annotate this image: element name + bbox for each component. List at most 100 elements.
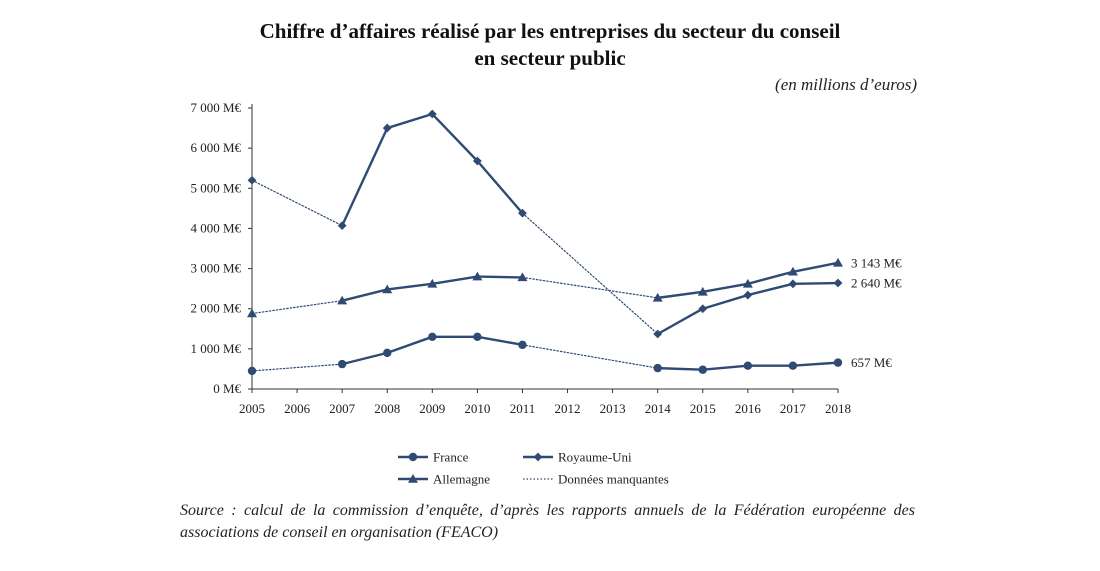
x-tick-label: 2009 [419, 401, 445, 416]
marker-triangle [427, 278, 438, 288]
y-tick-label: 6 000 M€ [190, 140, 241, 155]
missing-data-segment [521, 344, 659, 369]
y-tick-label: 0 M€ [213, 381, 241, 396]
marker-circle [653, 363, 662, 373]
x-tick-label: 2005 [239, 401, 265, 416]
marker-circle [247, 366, 257, 376]
marker-diamond [518, 208, 527, 218]
missing-data-segment [521, 212, 659, 335]
marker-diamond [472, 156, 482, 166]
series-allemagne: 3 143 M€ [247, 255, 902, 318]
series-line-segment [431, 112, 479, 163]
series-line-segment [386, 335, 434, 355]
marker-triangle [408, 474, 418, 483]
marker-triangle [697, 286, 708, 296]
end-value-label: 2 640 M€ [851, 276, 902, 291]
marker-triangle [833, 257, 843, 267]
marker-triangle [382, 284, 393, 294]
y-tick-label: 1 000 M€ [190, 341, 241, 356]
series-line-segment [386, 112, 434, 130]
marker-circle [788, 361, 798, 370]
marker-diamond [743, 290, 753, 300]
legend-item: France [398, 450, 469, 465]
missing-data-segment [251, 179, 343, 227]
series-line-segment [656, 366, 704, 371]
x-tick-label: 2016 [735, 401, 762, 416]
marker-triangle [247, 308, 257, 318]
x-tick-label: 2012 [555, 401, 581, 416]
unit-note: (en millions d’euros) [775, 75, 917, 94]
marker-diamond [833, 278, 843, 288]
marker-circle [833, 358, 843, 367]
marker-circle [408, 452, 418, 462]
series-line-segment [791, 281, 840, 286]
x-tick-label: 2015 [690, 401, 716, 416]
legend-item: Royaume-Uni [523, 450, 632, 465]
x-tick-label: 2014 [645, 401, 672, 416]
x-tick-label: 2010 [464, 401, 490, 416]
chart-title-line-2: en secteur public [474, 46, 626, 70]
y-tick-label: 4 000 M€ [190, 220, 241, 235]
chart-title-line-1: Chiffre d’affaires réalisé par les entre… [259, 19, 841, 43]
y-tick-label: 5 000 M€ [190, 180, 241, 195]
x-tick-label: 2011 [510, 401, 536, 416]
marker-diamond [533, 452, 543, 462]
chart-legend: France Royaume-Uni Allemagne Données manqua… [398, 450, 669, 487]
series-line-segment [386, 282, 434, 291]
series-line-segment [701, 364, 750, 371]
series-line-segment [656, 290, 704, 300]
marker-triangle [517, 272, 528, 282]
series-line-segment [701, 293, 750, 310]
marker-circle [337, 359, 347, 369]
missing-data-segment [521, 276, 659, 299]
chart-axes: 0 M€ 1 000 M€ 2 000 M€ 3 000 M€ 4 000 M€ 5 00… [190, 100, 851, 416]
x-tick-label: 2007 [329, 401, 356, 416]
marker-circle [518, 340, 527, 350]
y-tick-label: 2 000 M€ [190, 301, 241, 316]
marker-circle [428, 332, 437, 342]
series-line-segment [340, 126, 389, 227]
x-tick-label: 2008 [374, 401, 400, 416]
marker-triangle [652, 292, 663, 302]
series-line-segment [791, 361, 840, 367]
series-royaume-uni: 2 640 M€ [247, 109, 902, 339]
series-line-segment [791, 261, 840, 273]
chart-title: Chiffre d’affaires réalisé par les entre… [150, 18, 950, 72]
series-line-segment [746, 270, 795, 286]
missing-data-segment [251, 363, 343, 372]
missing-data-segment [251, 300, 343, 315]
series-line-segment [476, 335, 524, 347]
legend-label: Royaume-Uni [558, 450, 632, 465]
marker-circle [743, 361, 753, 370]
series-line-segment [746, 282, 795, 297]
marker-diamond [247, 175, 257, 185]
x-tick-label: 2017 [780, 401, 807, 416]
series-line-segment [476, 275, 524, 279]
chart-series: 657 M€ 2 640 M€ 3 143 M€ [247, 109, 902, 376]
y-tick-label: 7 000 M€ [190, 100, 241, 115]
series-line-segment [340, 288, 389, 302]
x-tick-label: 2006 [284, 401, 311, 416]
y-tick-label: 3 000 M€ [190, 261, 241, 276]
series-line-segment [340, 351, 389, 366]
marker-circle [383, 348, 392, 358]
series-line-segment [656, 307, 704, 336]
marker-diamond [382, 123, 392, 133]
line-chart: 0 M€ 1 000 M€ 2 000 M€ 3 000 M€ 4 000 M€ 5 00… [190, 100, 902, 487]
end-value-label: 657 M€ [851, 355, 892, 370]
series-france: 657 M€ [247, 332, 892, 376]
marker-diamond [337, 221, 347, 231]
marker-triangle [742, 278, 753, 288]
x-tick-label: 2013 [600, 401, 626, 416]
legend-item: Allemagne [398, 472, 490, 487]
legend-item: Données manquantes [523, 472, 669, 487]
legend-label: Données manquantes [558, 472, 669, 487]
legend-label: Allemagne [433, 472, 490, 487]
source-note: Source : calcul de la commission d’enquê… [180, 502, 915, 541]
series-line-segment [431, 275, 479, 286]
marker-diamond [653, 329, 663, 339]
marker-diamond [698, 304, 708, 314]
marker-triangle [787, 266, 798, 276]
marker-circle [473, 332, 482, 342]
marker-triangle [472, 271, 483, 281]
